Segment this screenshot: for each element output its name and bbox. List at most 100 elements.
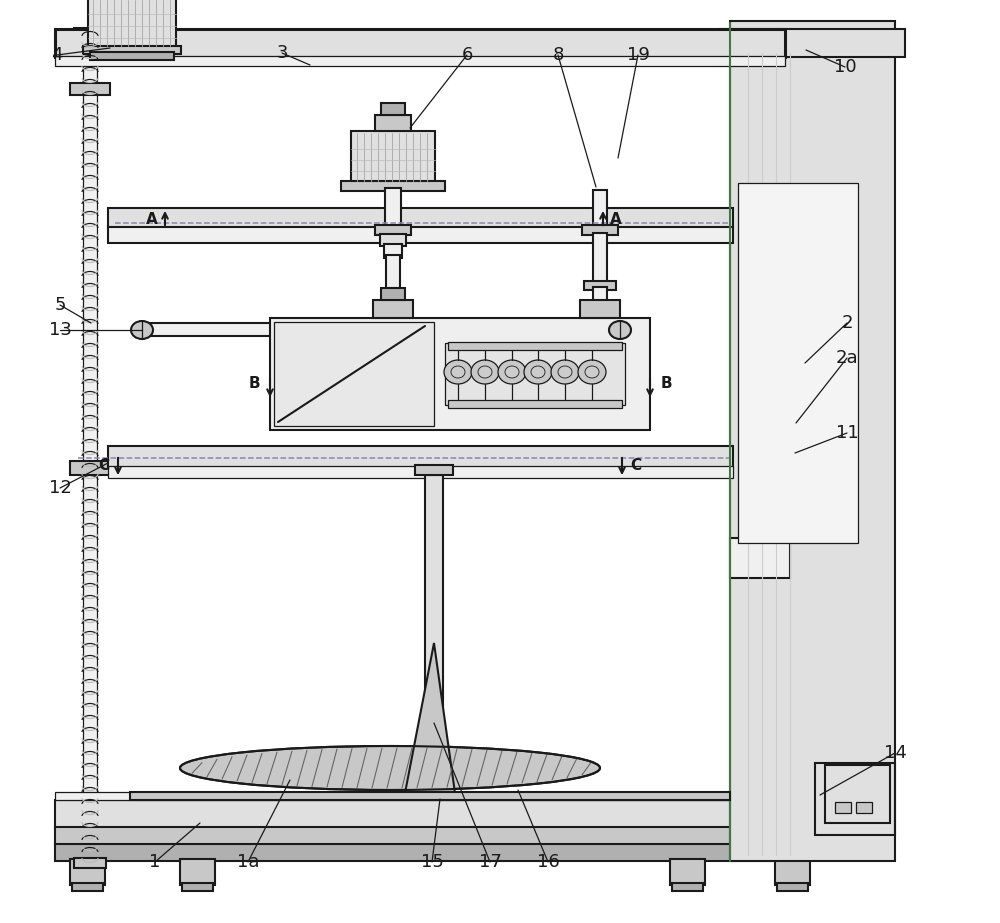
Text: 4: 4 [51,46,63,64]
Ellipse shape [131,321,153,339]
Text: 10: 10 [834,58,856,76]
Ellipse shape [524,360,552,384]
Bar [70,461,110,475]
Bar [381,103,405,115]
Bar [70,83,110,95]
Bar [582,225,618,235]
Bar [777,883,808,891]
Bar [55,844,805,861]
Bar [70,859,105,885]
Ellipse shape [531,366,545,378]
Ellipse shape [498,360,526,384]
Bar [415,465,453,475]
Bar [74,28,106,38]
Bar [55,29,785,57]
Text: 19: 19 [627,46,649,64]
Ellipse shape [444,360,472,384]
Ellipse shape [609,321,631,339]
Ellipse shape [180,746,600,790]
Ellipse shape [585,366,599,378]
Bar [108,446,733,468]
Bar [180,859,215,885]
Bar [580,300,620,318]
Bar [670,859,705,885]
Ellipse shape [478,366,492,378]
Ellipse shape [578,360,606,384]
Bar [270,318,650,430]
Text: B: B [660,377,672,391]
Text: 1: 1 [149,853,161,871]
Bar [418,789,442,799]
Bar [130,792,730,800]
Bar [385,188,401,228]
Bar [140,323,622,336]
Bar [835,802,851,813]
Bar [375,115,411,131]
Text: 16: 16 [537,853,559,871]
Bar [738,183,858,543]
Bar [274,322,434,426]
Bar [377,339,409,348]
Bar [74,858,106,868]
Bar [815,763,895,835]
Text: 2a: 2a [836,349,858,367]
Text: 8: 8 [552,46,564,64]
Bar [88,0,176,48]
Bar [448,400,622,408]
Bar [72,883,103,891]
Bar [380,234,406,246]
Text: 17: 17 [479,853,501,871]
Bar [593,287,607,345]
Bar [384,244,402,258]
Bar [381,288,405,300]
Text: 3: 3 [276,44,288,62]
Text: C: C [630,458,642,473]
Text: 6: 6 [461,46,473,64]
Bar [55,792,805,800]
Text: 14: 14 [884,744,906,762]
Bar [825,765,890,823]
Bar [55,56,785,66]
Text: 12: 12 [49,479,71,497]
Ellipse shape [558,366,572,378]
Bar [373,300,413,318]
Bar [55,827,805,845]
Text: 11: 11 [836,424,858,442]
Bar [448,342,622,350]
Bar [672,883,703,891]
Bar [55,800,805,828]
Bar [584,281,616,290]
Text: A: A [610,212,622,227]
Text: B: B [248,377,260,391]
Text: C: C [98,458,110,473]
Ellipse shape [471,360,499,384]
Bar [108,208,733,228]
Text: 15: 15 [421,853,443,871]
Bar [775,859,810,885]
Bar [593,190,607,228]
Bar [730,538,790,578]
Bar [386,255,400,343]
Bar [593,233,607,283]
Ellipse shape [505,366,519,378]
Bar [375,225,411,235]
Bar [720,29,905,57]
Text: 5: 5 [54,296,66,314]
Bar [83,46,181,54]
Bar [83,31,97,861]
Bar [90,52,174,60]
Bar [351,131,435,183]
Bar [108,227,733,243]
Bar [425,475,443,793]
Bar [108,466,733,478]
Bar [856,802,872,813]
Text: A: A [146,212,158,227]
Bar [445,343,625,405]
Text: 13: 13 [49,321,71,339]
Polygon shape [405,643,455,793]
Bar [730,21,895,861]
Ellipse shape [451,366,465,378]
Text: 2: 2 [841,314,853,332]
Ellipse shape [551,360,579,384]
Text: 1a: 1a [237,853,259,871]
